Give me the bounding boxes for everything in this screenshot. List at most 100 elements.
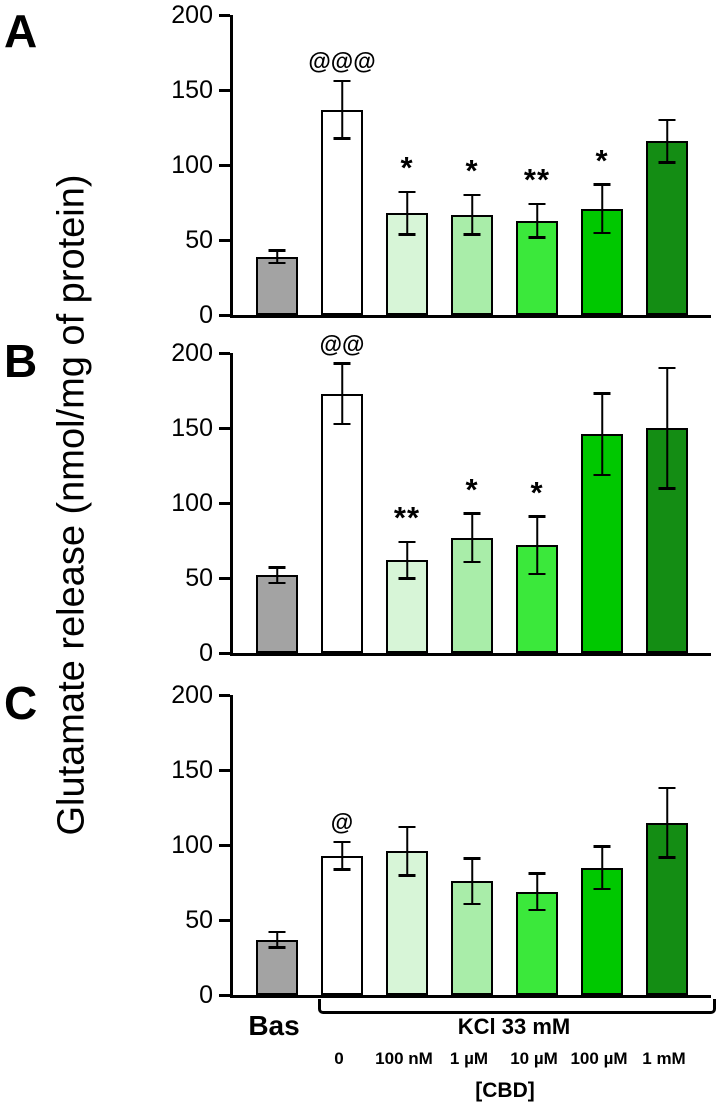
error-bar-line [665,118,669,164]
y-axis-label: Glutamate release (nmol/mg of protein) [50,174,93,836]
error-bar-line [275,249,279,264]
y-tick-label: 0 [199,639,213,667]
error-bar-line [470,857,474,905]
error-bar-cap-bottom [333,137,351,140]
error-bar-cap-bottom [463,560,481,563]
bar [386,560,428,653]
error-bar-cap-top [398,190,416,193]
error-bar-cap-bottom [398,874,416,877]
error-bar-cap-top [268,930,286,933]
error-bar-line [535,872,539,911]
y-tick [219,88,230,92]
error-bar-line [665,786,669,859]
y-tick [219,693,230,697]
y-tick [219,163,230,167]
error-bar-cap-top [333,362,351,365]
bar-slot-0: @@ [320,331,364,653]
error-bar [658,786,676,859]
bar [321,393,363,653]
bar [256,256,298,315]
error-bar-cap-top [658,366,676,369]
bar [256,575,298,653]
error-bar-cap-top [593,392,611,395]
bar [321,855,363,995]
error-bar-cap-bottom [463,233,481,236]
y-tick [219,501,230,505]
bar-slot-100-µm [581,695,623,995]
significance-annotation: @@@ [308,48,376,75]
error-bar [398,540,416,580]
error-bar-line [600,392,604,476]
x-label-bas: Bas [248,1010,300,1041]
error-bar-cap-top [658,118,676,121]
error-bar-line [600,183,604,234]
bar-slot-10-µm [516,695,558,995]
error-bar [333,79,351,140]
error-bar-cap-top [463,193,481,196]
error-bar-line [470,512,474,563]
error-bar-cap-bottom [398,577,416,580]
error-bar-cap-bottom [333,868,351,871]
error-bar [333,362,351,425]
error-bar-cap-top [593,845,611,848]
bar-slot-10-µm: * [516,353,558,653]
bar [386,213,428,315]
error-bar [398,825,416,877]
error-bar [528,515,546,575]
error-bar [268,566,286,584]
y-tick [219,238,230,242]
y-tick [219,918,230,922]
error-bar-cap-top [268,249,286,252]
y-tick-label: 200 [171,1,213,29]
error-bar-cap-top [528,872,546,875]
plot-panel-b: 0 50 100 150 200 @@ ** * * [171,331,711,666]
error-bar-cap-bottom [268,581,286,584]
y-tick-label: 150 [171,76,213,104]
bar-slot-100-nm [386,695,428,995]
y-tick [219,843,230,847]
y-tick [219,651,230,655]
y-tick-label: 200 [171,681,213,709]
bar [516,545,558,653]
panel-letter-b: B [4,335,38,387]
error-bar-cap-top [528,202,546,205]
bar-slot-10-µm: ** [516,15,558,315]
error-bar [658,366,676,490]
error-bar-cap-top [463,857,481,860]
error-bar-line [275,930,279,949]
error-bar-line [340,362,344,425]
error-bar-cap-bottom [528,908,546,911]
significance-annotation: ** [393,500,421,536]
error-bar [593,392,611,476]
concentration-label: 10 µM [510,1049,558,1068]
bar-slot-100-µm [581,353,623,653]
y-tick-label: 0 [199,981,213,1009]
error-bar-cap-bottom [658,161,676,164]
concentration-label: 1 mM [642,1049,686,1068]
concentration-label: 0 [334,1049,344,1068]
y-tick-label: 50 [185,564,213,592]
error-bar-cap-bottom [593,473,611,476]
significance-annotation: * [465,471,479,507]
significance-annotation: ** [523,162,551,198]
error-bar-line [665,366,669,490]
error-bar-line [340,79,344,140]
y-tick-label: 50 [185,226,213,254]
error-bar [463,857,481,905]
error-bar-line [535,202,539,239]
bar-slot-0: @@@ [308,15,376,315]
y-tick-label: 150 [171,756,213,784]
y-tick [219,313,230,317]
error-bar [398,190,416,236]
error-bar-line [600,845,604,890]
error-bar-cap-bottom [528,572,546,575]
bar-slot-1-µm: * [451,353,493,653]
error-bar-cap-top [333,79,351,82]
bar [646,141,688,315]
y-tick-label: 50 [185,906,213,934]
x-label-kcl-33mm: KCl 33 mM [457,1014,571,1039]
significance-annotation: @ [330,809,354,836]
error-bar-cap-bottom [268,261,286,264]
plot-panel-a: 0 50 100 150 200 @@@ * * ** * [171,3,711,328]
bar-slot-100-µm: * [581,15,623,315]
